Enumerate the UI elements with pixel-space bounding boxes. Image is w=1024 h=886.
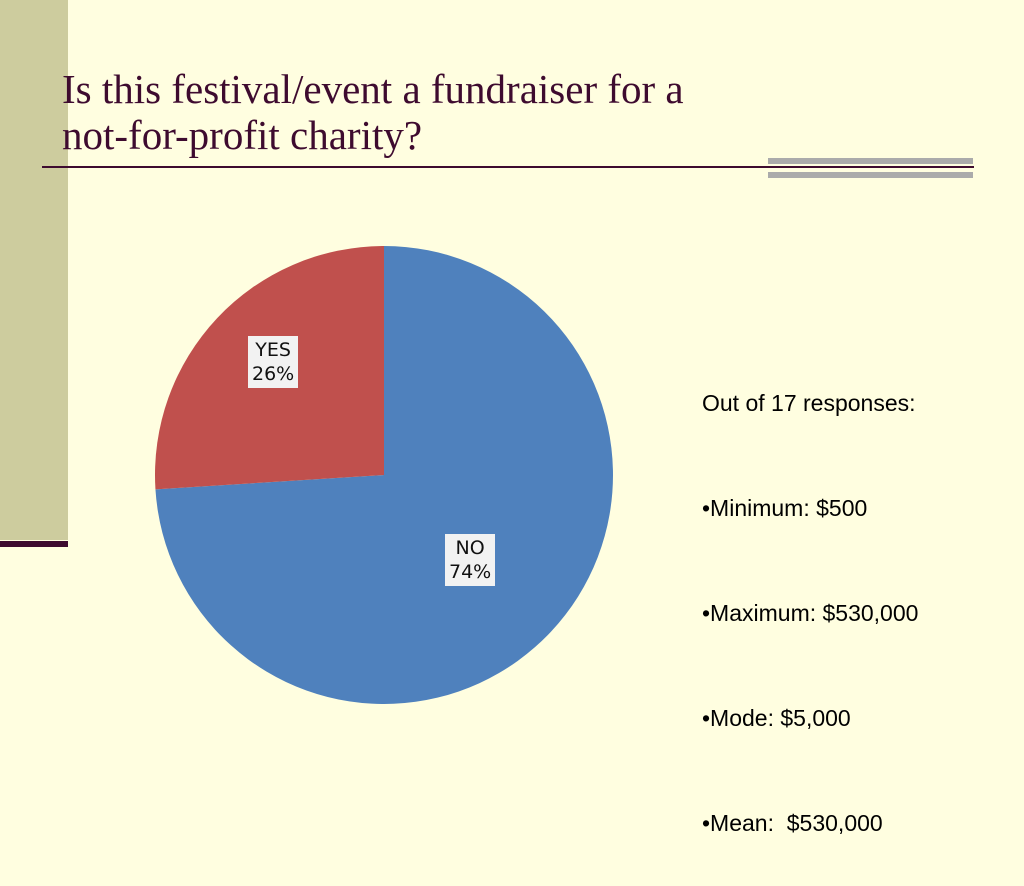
data-label-no-percent: 74% xyxy=(449,561,492,583)
slide-title-line-2: not-for-profit charity? xyxy=(62,112,423,158)
data-label-yes: YES 26% xyxy=(248,336,299,388)
stats-item-mean: •Mean: $530,000 xyxy=(702,810,883,836)
left-decorative-bar xyxy=(0,0,68,540)
slide-title-line-1: Is this festival/event a fundraiser for … xyxy=(62,66,684,112)
slide-title: Is this festival/event a fundraiser for … xyxy=(62,66,842,158)
stats-item-maximum: •Maximum: $530,000 xyxy=(702,600,919,626)
stats-item-minimum: •Minimum: $500 xyxy=(702,495,868,521)
stats-heading: Out of 17 responses: xyxy=(702,390,916,416)
stats-item-mode: •Mode: $5,000 xyxy=(702,705,851,731)
title-underline-accent xyxy=(768,158,973,179)
data-label-yes-category: YES xyxy=(255,339,291,361)
title-underline xyxy=(42,166,974,168)
response-stats: Out of 17 responses: •Minimum: $500 •Max… xyxy=(702,334,918,886)
left-bar-accent-line xyxy=(0,541,68,547)
data-label-no: NO 74% xyxy=(445,534,496,586)
data-label-no-category: NO xyxy=(455,537,485,559)
data-label-yes-percent: 26% xyxy=(252,363,295,385)
pie-slice-no xyxy=(155,246,613,704)
